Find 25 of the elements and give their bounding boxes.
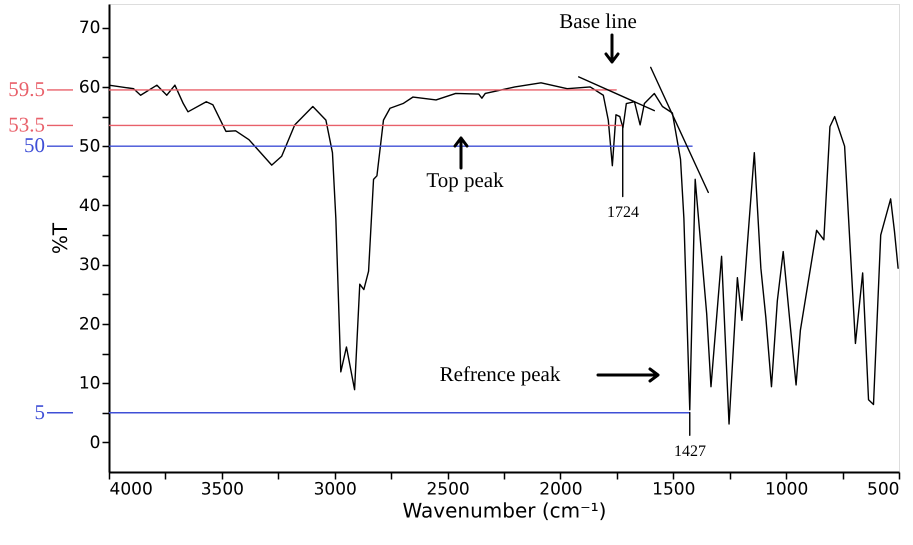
annotation: Refrence peak: [440, 362, 561, 386]
y-tick-label: 70: [78, 18, 100, 38]
x-tick-label: 1500: [652, 480, 696, 500]
annotation: 1724: [607, 204, 639, 221]
y-tick-label: 0: [90, 432, 100, 453]
annotation: Base line: [559, 9, 637, 33]
legend-label: 5: [34, 400, 45, 424]
x-tick-label: 2500: [426, 480, 470, 500]
x-tick-label: 1000: [765, 480, 808, 500]
x-tick-label: 500: [867, 480, 900, 500]
annotation: Top peak: [426, 168, 504, 192]
y-tick-label: 50: [78, 136, 100, 157]
x-tick-label: 3500: [200, 480, 244, 500]
x-tick-label: 2000: [539, 480, 583, 500]
y-tick-label: 10: [78, 374, 100, 394]
x-axis-title: Wavenumber (cm⁻¹): [402, 498, 606, 522]
y-tick-label: 30: [78, 255, 100, 276]
x-tick-label: 3000: [314, 480, 357, 500]
annotation: 1427: [674, 443, 706, 460]
y-tick-label: 20: [78, 314, 100, 334]
x-tick-label: 4000: [110, 480, 153, 500]
y-tick-label: 60: [78, 77, 100, 98]
y-tick-label: 40: [78, 196, 100, 216]
y-axis-title: %T: [48, 222, 72, 254]
legend-label: 59.5: [8, 76, 45, 101]
